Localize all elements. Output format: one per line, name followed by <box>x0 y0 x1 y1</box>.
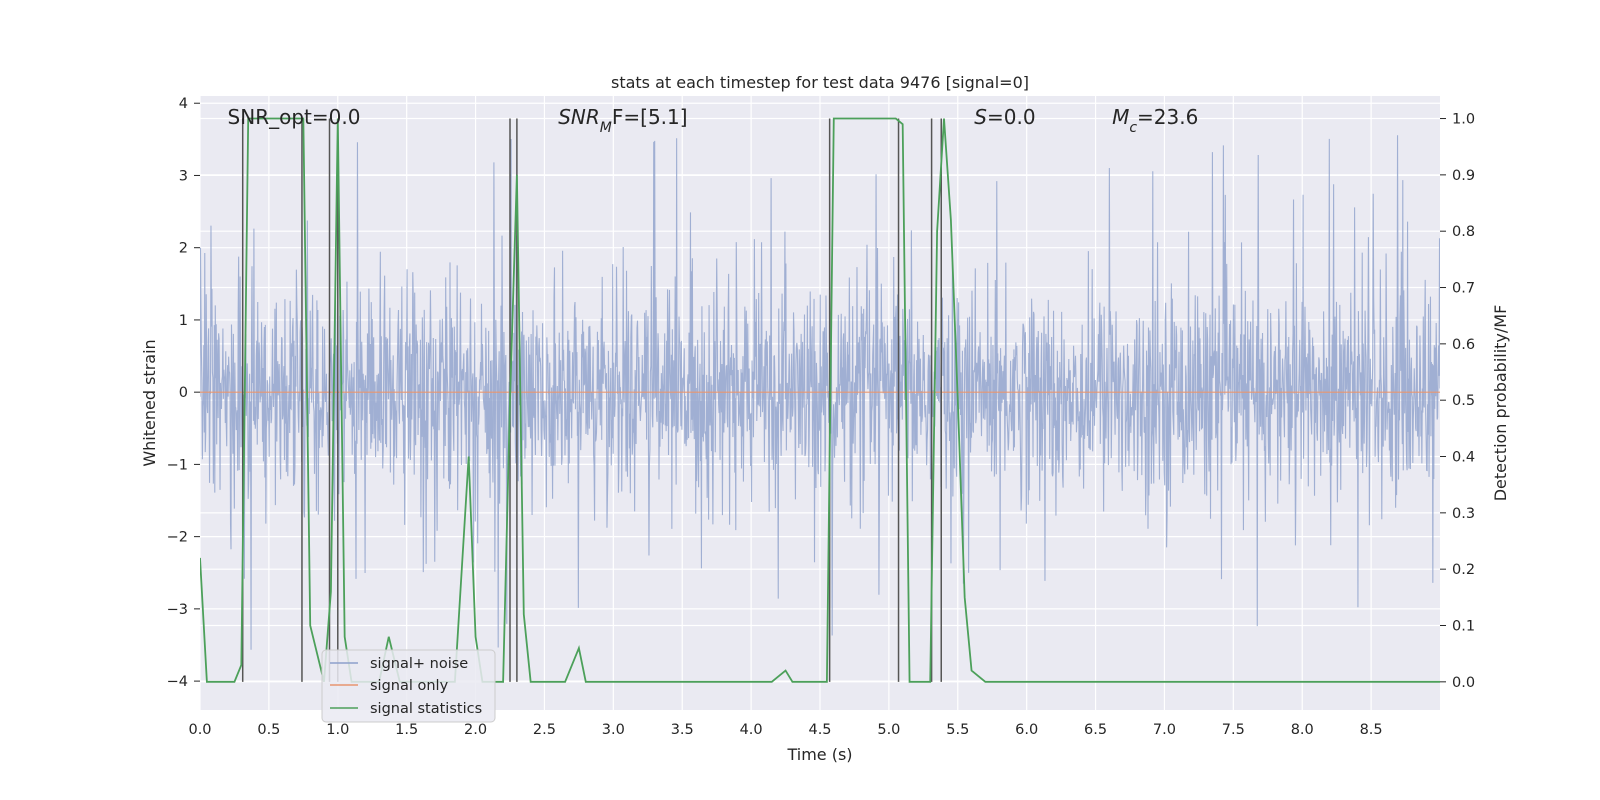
x-tick-label: 5.0 <box>877 722 900 738</box>
x-tick-label: 1.0 <box>326 722 349 738</box>
annotation-text: SNRMF=[5.1] <box>558 105 687 136</box>
right-y-tick-label: 0.1 <box>1452 619 1475 635</box>
left-y-tick-label: −4 <box>167 674 188 690</box>
noise-series-line <box>200 135 1440 650</box>
x-tick-label: 7.5 <box>1222 722 1245 738</box>
x-tick-label: 5.5 <box>946 722 969 738</box>
left-y-tick-label: −2 <box>167 530 188 546</box>
x-tick-label: 0.0 <box>188 722 211 738</box>
x-tick-label: 2.0 <box>464 722 487 738</box>
right-y-tick-label: 0.8 <box>1452 224 1475 240</box>
legend: signal+ noise signal only signal statist… <box>321 649 496 723</box>
legend-box <box>321 649 496 723</box>
x-axis-ticks: 0.0 0.5 1.0 1.5 2.0 2.5 3.0 3.5 4.0 4.5 5.0 5.5 6.0 6… <box>188 722 1382 738</box>
x-tick-label: 7.0 <box>1153 722 1176 738</box>
x-tick-label: 6.0 <box>1015 722 1038 738</box>
x-tick-label: 8.5 <box>1360 722 1383 738</box>
left-y-tick-label: 0 <box>179 385 188 401</box>
left-y-tick-label: 2 <box>179 241 188 257</box>
x-tick-label: 3.0 <box>602 722 625 738</box>
left-y-axis-ticks: 4 3 2 1 0 −1 −2 −3 −4 <box>167 96 200 690</box>
noise-series <box>200 135 1440 650</box>
right-y-tick-label: 0.7 <box>1452 281 1475 297</box>
legend-label-noise: signal+ noise <box>370 656 468 672</box>
annotation-text: SNR_opt=0.0 <box>228 105 361 129</box>
x-tick-label: 3.5 <box>671 722 694 738</box>
right-y-tick-label: 0.9 <box>1452 168 1475 184</box>
right-y-tick-label: 0.2 <box>1452 562 1475 578</box>
right-y-tick-label: 0.5 <box>1452 393 1475 409</box>
x-axis-label: Time (s) <box>786 745 852 764</box>
x-tick-label: 8.0 <box>1291 722 1314 738</box>
right-y-tick-label: 0.3 <box>1452 506 1475 522</box>
chart-title: stats at each timestep for test data 947… <box>611 73 1029 92</box>
right-y-tick-label: 1.0 <box>1452 112 1475 128</box>
x-tick-label: 0.5 <box>257 722 280 738</box>
legend-label-signal: signal only <box>370 678 449 694</box>
left-y-tick-label: 4 <box>179 96 188 112</box>
left-y-tick-label: −3 <box>167 602 188 618</box>
legend-label-statistics: signal statistics <box>370 701 482 717</box>
x-tick-label: 1.5 <box>395 722 418 738</box>
left-y-axis-label: Whitened strain <box>140 339 159 466</box>
right-y-tick-label: 0.4 <box>1452 450 1475 466</box>
left-y-tick-label: 3 <box>179 168 188 184</box>
x-tick-label: 6.5 <box>1084 722 1107 738</box>
x-tick-label: 2.5 <box>533 722 556 738</box>
right-y-axis-label: Detection probability/MF <box>1491 305 1510 502</box>
right-y-tick-label: 0.6 <box>1452 337 1475 353</box>
x-tick-label: 4.0 <box>740 722 763 738</box>
annotation-text: S=0.0 <box>974 105 1035 129</box>
annotation-text: Mc=23.6 <box>1112 105 1198 136</box>
left-y-tick-label: 1 <box>179 313 188 329</box>
right-y-axis-ticks: 1.0 0.9 0.8 0.7 0.6 0.5 0.4 0.3 0.2 0.1 0.0 <box>1440 112 1475 691</box>
x-tick-label: 4.5 <box>808 722 831 738</box>
annotations: SNR_opt=0.0 SNRMF=[5.1] S=0.0 Mc=23.6 <box>228 105 1199 136</box>
left-y-tick-label: −1 <box>167 457 188 473</box>
right-y-tick-label: 0.0 <box>1452 675 1475 691</box>
